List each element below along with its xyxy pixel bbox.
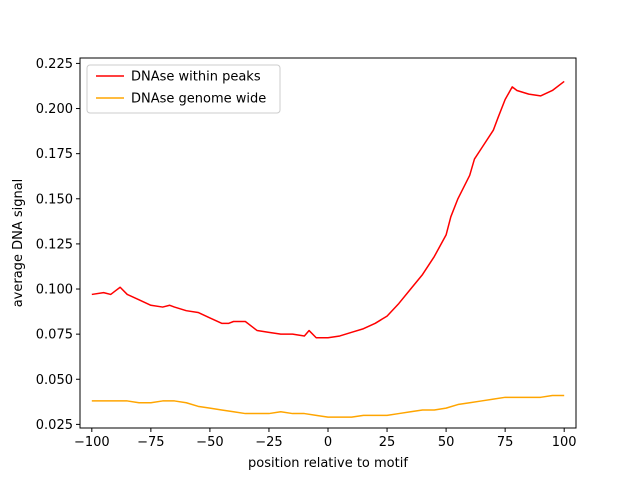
x-tick-label: 100 <box>552 435 577 450</box>
x-tick-label: 50 <box>438 435 455 450</box>
y-tick-label: 0.175 <box>36 147 73 162</box>
x-tick-label: 25 <box>379 435 396 450</box>
y-tick-label: 0.025 <box>36 418 73 433</box>
series-line-0 <box>91 80 565 339</box>
x-tick-label: −100 <box>74 435 110 450</box>
x-tick-label: 0 <box>324 435 332 450</box>
x-tick-label: −50 <box>196 435 223 450</box>
legend-label: DNAse genome wide <box>131 92 266 107</box>
y-tick-label: 0.225 <box>36 57 73 72</box>
y-tick-label: 0.100 <box>36 283 73 298</box>
series-line-1 <box>91 394 565 418</box>
legend-box <box>86 64 281 114</box>
y-tick-label: 0.075 <box>36 328 73 343</box>
x-tick-label: −75 <box>137 435 164 450</box>
series-layer <box>91 80 565 418</box>
y-axis-label: average DNA signal <box>11 179 26 308</box>
y-tick-label: 0.125 <box>36 237 73 252</box>
y-tick-label: 0.150 <box>36 192 73 207</box>
x-tick-label: −25 <box>255 435 282 450</box>
y-axis: 0.025 0.050 0.075 0.100 0.125 0.150 0.175 0.200… <box>36 57 80 433</box>
x-axis-label: position relative to motif <box>248 456 408 471</box>
legend-label: DNAse within peaks <box>131 70 261 85</box>
x-tick-label: 75 <box>497 435 514 450</box>
y-tick-label: 0.200 <box>36 102 73 117</box>
x-axis: −100 −75 −50 −25 0 25 50 75 100 <box>74 428 577 450</box>
legend: DNAse within peaks DNAse genome wide <box>86 64 281 114</box>
y-tick-label: 0.050 <box>36 373 73 388</box>
